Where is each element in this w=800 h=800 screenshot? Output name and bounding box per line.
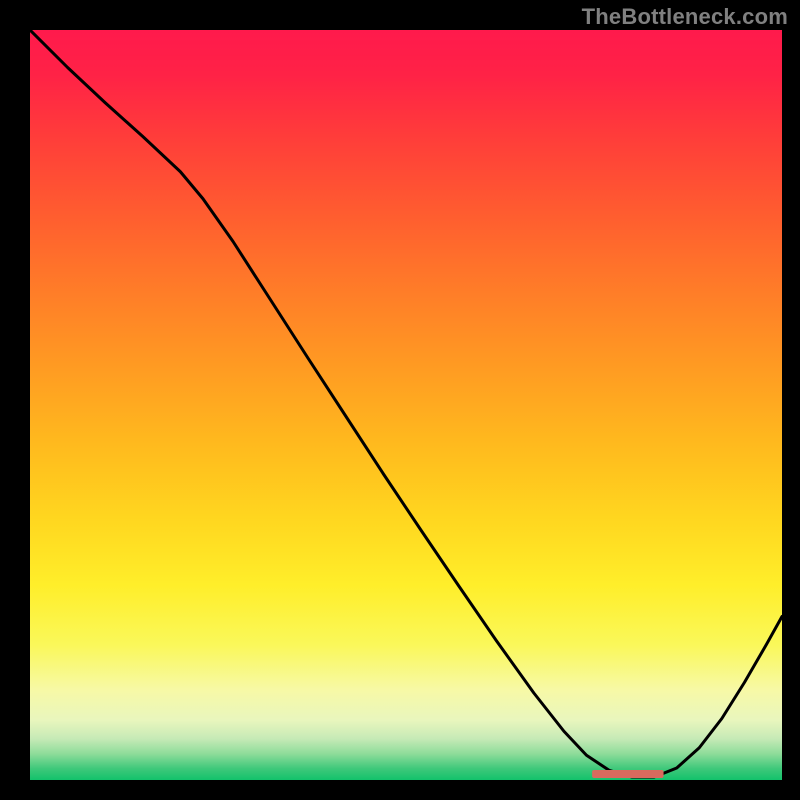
watermark-text: TheBottleneck.com [582,4,788,30]
chart-minimum-marker [592,770,663,778]
chart-plot-area [30,30,782,780]
chart-line-layer [30,30,782,780]
chart-line [30,30,782,777]
